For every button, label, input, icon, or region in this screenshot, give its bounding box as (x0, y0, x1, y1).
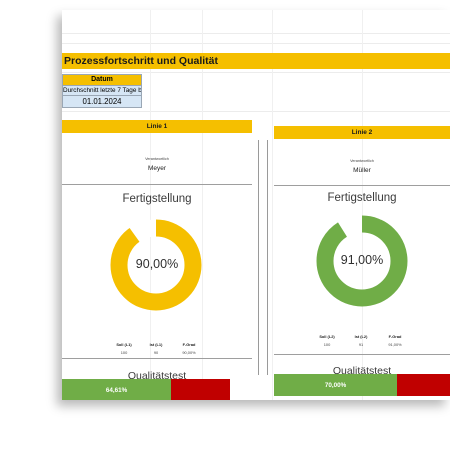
quality-pass-segment: 64,61% (62, 379, 171, 400)
line-header: Linie 2 (274, 126, 450, 139)
quality-bar: 64,61% (62, 379, 230, 400)
stat-value: 100 (323, 342, 331, 347)
divider (62, 184, 252, 185)
completion-donut (316, 215, 408, 307)
divider (274, 354, 450, 355)
responsible-label: Verantwortlich (350, 159, 374, 163)
gridline (362, 10, 363, 400)
stat-value: 90 (153, 350, 159, 355)
divider (274, 185, 450, 186)
stat-header: Soll (L2) (319, 334, 335, 339)
gridline (62, 72, 450, 73)
quality-fail-segment (171, 379, 230, 400)
title-bar: Prozessfortschritt und Qualität (62, 53, 450, 69)
completion-donut (110, 219, 202, 311)
stat-actual: Ist (L2) 91 (348, 334, 374, 347)
line-header: Linie 1 (62, 120, 252, 133)
stat-value: 100 (120, 350, 128, 355)
stat-value: 90,00% (182, 350, 196, 355)
quality-fail-segment (397, 374, 450, 396)
completion-value: 91,00% (340, 253, 384, 267)
date-header: Datum (63, 75, 141, 86)
donut-progress-arc (110, 219, 202, 311)
quality-value: 70,00% (324, 381, 347, 389)
gridline (62, 43, 450, 44)
date-label: Durchschnitt letzte 7 Tage bis (63, 86, 141, 96)
gridline (62, 33, 450, 34)
gridline (62, 111, 450, 112)
stat-header: F-Grad (182, 342, 196, 347)
gridline (272, 10, 273, 400)
stat-degree: F-Grad 91,00% (382, 334, 408, 347)
quality-pass-segment: 70,00% (274, 374, 397, 396)
gridline (150, 10, 151, 400)
stat-actual: Ist (L1) 90 (143, 342, 169, 355)
stat-target: Soll (L1) 100 (111, 342, 137, 355)
responsible-name: Meyer (147, 165, 167, 172)
page-title: Prozessfortschritt und Qualität (64, 55, 219, 67)
date-box: Datum Durchschnitt letzte 7 Tage bis 01.… (62, 74, 142, 108)
responsible-name: Müller (353, 167, 371, 174)
stat-header: Soll (L1) (116, 342, 132, 347)
stat-value: 91,00% (388, 342, 402, 347)
spreadsheet-page: Prozessfortschritt und Qualität Datum Du… (62, 10, 450, 400)
completion-title: Fertigstellung (122, 193, 192, 205)
stat-header: F-Grad (388, 334, 402, 339)
completion-value: 90,00% (135, 257, 179, 271)
line-panel-1: Linie 1 Verantwortlich Meyer Fertigstell… (62, 120, 252, 400)
quality-bar: 70,00% (274, 374, 450, 396)
responsible-label: Verantwortlich (145, 157, 169, 161)
gridline (202, 10, 203, 400)
completion-title: Fertigstellung (327, 192, 397, 204)
panel-border (267, 140, 268, 375)
stat-value: 91 (358, 342, 364, 347)
stat-header: Ist (L2) (354, 334, 368, 339)
date-value[interactable]: 01.01.2024 (63, 96, 141, 107)
panel-border (258, 140, 259, 375)
stat-target: Soll (L2) 100 (314, 334, 340, 347)
stat-degree: F-Grad 90,00% (176, 342, 202, 355)
quality-value: 64,61% (105, 386, 128, 394)
stat-header: Ist (L1) (149, 342, 163, 347)
donut-progress-arc (316, 215, 408, 307)
line-panel-2: Linie 2 Verantwortlich Müller Fertigstel… (274, 126, 450, 400)
divider (62, 358, 252, 359)
